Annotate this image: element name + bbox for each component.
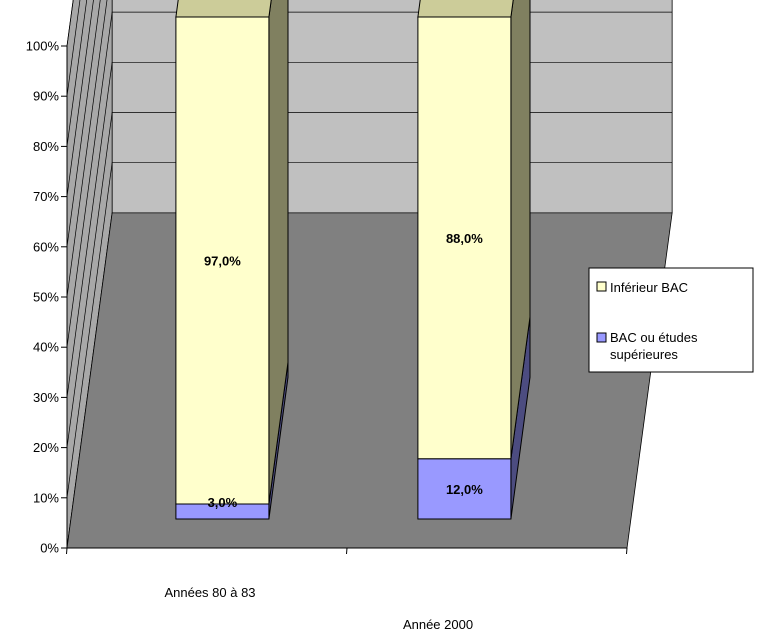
y-tick-label: 20% (33, 440, 59, 455)
legend-swatch (596, 281, 607, 292)
data-label: 97,0% (204, 253, 241, 268)
data-label: 88,0% (446, 231, 483, 246)
chart-walls (66, 0, 673, 549)
gridline (66, 0, 94, 197)
y-tick-label: 30% (33, 390, 59, 405)
y-tick-label: 100% (26, 39, 60, 54)
bar-segment-top (417, 0, 514, 18)
y-tick-label: 50% (33, 290, 59, 305)
floor (66, 212, 673, 549)
x-tick-mark (626, 547, 628, 555)
y-axis: 0% 10% 20% 30% 40% 50% 60% 70% 80% 90% 100% (26, 39, 68, 556)
legend-box (588, 267, 754, 373)
bars (175, 0, 531, 520)
data-labels: 3,0% 97,0% 12,0% 88,0% (204, 231, 483, 510)
legend-label: BAC ou études supérieures (610, 330, 698, 362)
x-tick-label: Années 80 à 83 (164, 585, 255, 600)
gridline (66, 0, 88, 147)
y-tick-label: 10% (33, 490, 59, 505)
x-tick-mark (346, 547, 348, 555)
legend: Inférieur BAC BAC ou études supérieures (588, 267, 754, 373)
bar-segment (417, 0, 531, 460)
y-tick-label: 80% (33, 139, 59, 154)
bar-segment-top (175, 0, 272, 18)
x-tick-label: Année 2000 (403, 617, 473, 632)
y-tick-label: 0% (40, 541, 59, 556)
gridline (66, 0, 101, 247)
legend-swatch (596, 332, 607, 343)
legend-label: Inférieur BAC (610, 280, 688, 295)
gridline (66, 0, 108, 298)
x-axis: Années 80 à 83 Année 2000 (66, 547, 628, 632)
data-label: 3,0% (208, 495, 238, 510)
y-tick-label: 90% (33, 89, 59, 104)
y-tick-label: 70% (33, 189, 59, 204)
y-tick-label: 40% (33, 340, 59, 355)
bar-segment (175, 0, 289, 505)
data-label: 12,0% (446, 482, 483, 497)
x-tick-mark (66, 547, 68, 555)
y-tick-label: 60% (33, 239, 59, 254)
